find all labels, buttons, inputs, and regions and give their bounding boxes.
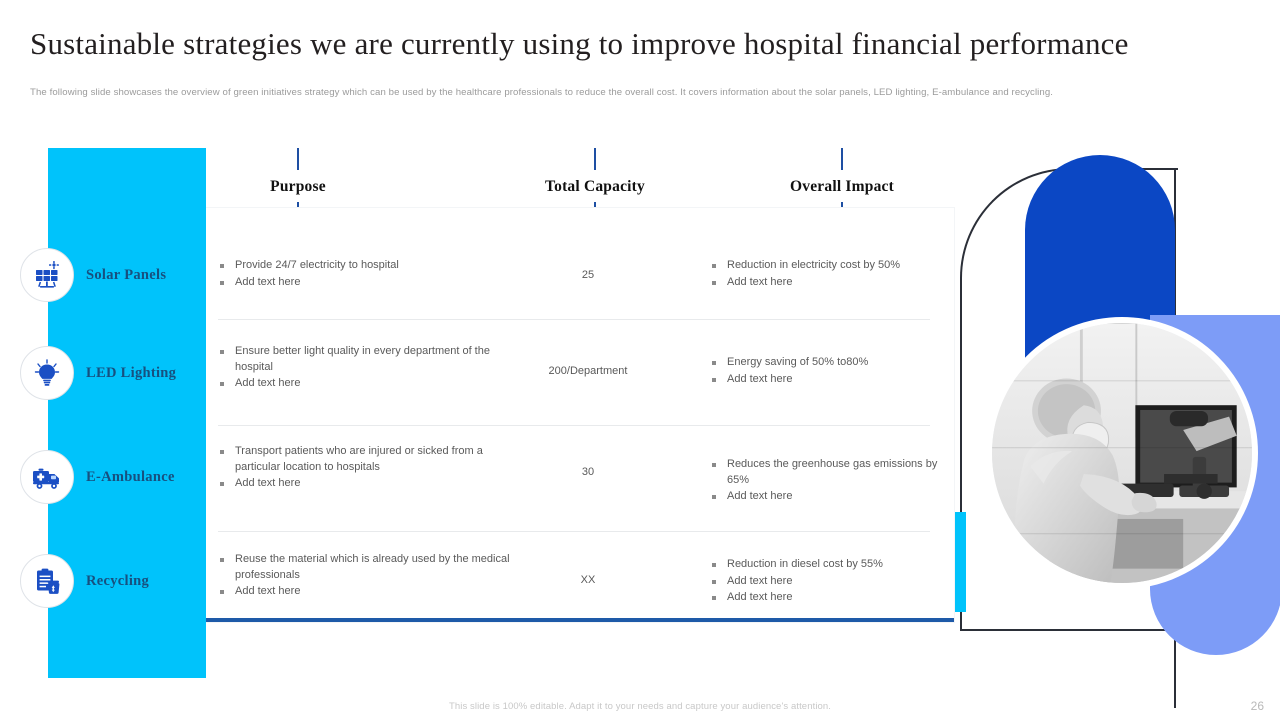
page-title: Sustainable strategies we are currently … xyxy=(30,26,1129,61)
sidebar-item-e-ambulance[interactable]: E-Ambulance xyxy=(20,447,206,507)
row-divider xyxy=(218,425,930,426)
list-item: Add text here xyxy=(218,476,518,492)
cell-overall-impact: Reduction in diesel cost by 55% Add text… xyxy=(710,557,940,607)
list-item: Add text here xyxy=(710,275,940,291)
cell-overall-impact: Reduces the greenhouse gas emissions by … xyxy=(710,457,940,506)
list-item: Add text here xyxy=(710,489,940,505)
sidebar-item-label: Recycling xyxy=(86,572,150,589)
sidebar-item-label: Solar Panels xyxy=(86,266,167,283)
category-sidebar: Solar Panels xyxy=(20,148,206,678)
sidebar-item-recycling[interactable]: Recycling xyxy=(20,551,206,611)
column-tick-top xyxy=(841,148,843,170)
list-item: Transport patients who are injured or si… xyxy=(218,444,518,475)
list-item: Provide 24/7 electricity to hospital xyxy=(218,258,518,274)
recycle-clipboard-icon xyxy=(20,554,74,608)
bullet-list: Reduces the greenhouse gas emissions by … xyxy=(710,457,940,505)
sidebar-item-led-lighting[interactable]: LED Lighting xyxy=(20,343,206,403)
list-item: Reduction in diesel cost by 55% xyxy=(710,557,940,573)
solar-panel-icon xyxy=(20,248,74,302)
list-item: Add text here xyxy=(218,584,528,600)
cell-purpose: Provide 24/7 electricity to hospital Add… xyxy=(218,258,518,291)
bullet-list: Provide 24/7 electricity to hospital Add… xyxy=(218,258,518,290)
row-divider xyxy=(218,319,930,320)
footer-note: This slide is 100% editable. Adapt it to… xyxy=(448,701,832,712)
list-item: Reuse the material which is already used… xyxy=(218,552,528,583)
bullet-list: Ensure better light quality in every dep… xyxy=(218,344,518,392)
cell-purpose: Reuse the material which is already used… xyxy=(218,552,528,601)
cell-total-capacity: 25 xyxy=(581,269,595,281)
list-item: Add text here xyxy=(710,574,940,590)
list-item: Add text here xyxy=(218,275,518,291)
sidebar-item-label: E-Ambulance xyxy=(86,468,175,485)
cell-overall-impact: Reduction in electricity cost by 50% Add… xyxy=(710,258,940,291)
list-item: Energy saving of 50% to80% xyxy=(710,355,940,371)
ambulance-icon xyxy=(20,450,74,504)
decorative-outline-bottom-edge xyxy=(960,629,1178,631)
light-bulb-icon xyxy=(20,346,74,400)
bullet-list: Transport patients who are injured or si… xyxy=(218,444,518,492)
cell-total-capacity: XX xyxy=(580,574,596,586)
list-item: Add text here xyxy=(710,372,940,388)
column-tick-top xyxy=(297,148,299,170)
bullet-list: Reduction in diesel cost by 55% Add text… xyxy=(710,557,940,606)
column-tick-top xyxy=(594,148,596,170)
page-subtitle: The following slide showcases the overvi… xyxy=(30,87,1054,98)
table-panel xyxy=(206,210,954,622)
cell-purpose: Transport patients who are injured or si… xyxy=(218,444,518,493)
page-number: 26 xyxy=(1250,699,1264,713)
bullet-list: Reduction in electricity cost by 50% Add… xyxy=(710,258,940,290)
column-header-label: Purpose xyxy=(270,178,326,195)
cell-total-capacity: 30 xyxy=(581,466,595,478)
cell-total-capacity: 200/Department xyxy=(548,365,628,377)
list-item: Add text here xyxy=(710,590,940,606)
sidebar-item-label: LED Lighting xyxy=(86,364,177,381)
column-header-label: Total Capacity xyxy=(545,178,645,195)
list-item: Reduction in electricity cost by 50% xyxy=(710,258,940,274)
bullet-list: Reuse the material which is already used… xyxy=(218,552,528,600)
sidebar-item-solar-panels[interactable]: Solar Panels xyxy=(20,245,206,305)
bullet-list: Energy saving of 50% to80% Add text here xyxy=(710,355,940,387)
list-item: Add text here xyxy=(218,376,518,392)
column-header-label: Overall Impact xyxy=(790,178,894,195)
list-item: Reduces the greenhouse gas emissions by … xyxy=(710,457,940,488)
cell-purpose: Ensure better light quality in every dep… xyxy=(218,344,518,393)
cell-overall-impact: Energy saving of 50% to80% Add text here xyxy=(710,355,940,388)
list-item: Ensure better light quality in every dep… xyxy=(218,344,518,375)
lab-technician-photo xyxy=(986,317,1258,589)
row-divider xyxy=(218,531,930,532)
